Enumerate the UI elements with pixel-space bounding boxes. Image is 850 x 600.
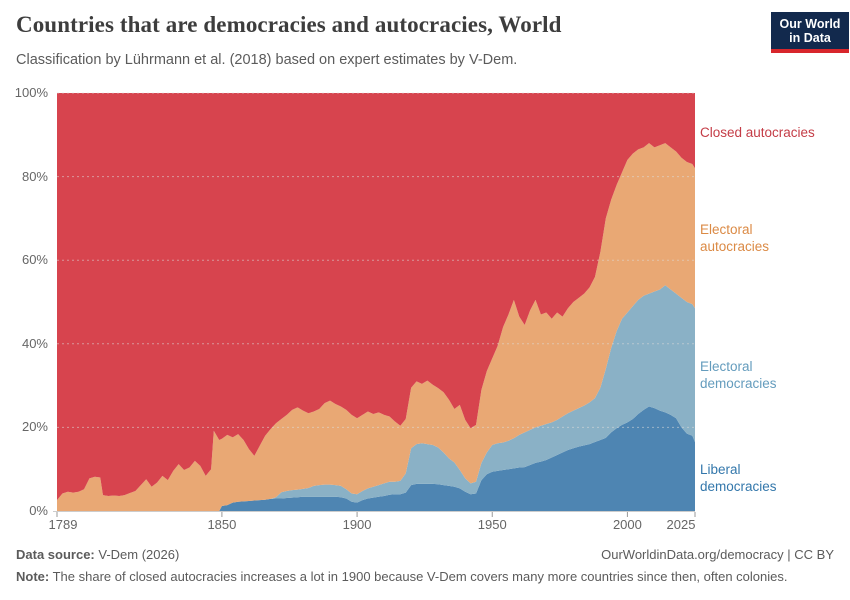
legend-electoral-democracies[interactable]: Electoral democracies (700, 359, 777, 391)
legend-liberal-democracies[interactable]: Liberal democracies (700, 462, 777, 494)
x-tick-label-2000: 2000 (612, 517, 642, 532)
y-tick-label-0: 0% (29, 503, 48, 518)
y-tick-label-80: 80% (21, 168, 48, 184)
page-title: Countries that are democracies and autoc… (16, 12, 562, 37)
data-source-value: V-Dem (2026) (94, 547, 180, 562)
owid-logo[interactable]: Our World in Data (771, 12, 849, 53)
chart-subtitle: Classification by Lührmann et al. (2018)… (16, 52, 518, 68)
footer-link[interactable]: OurWorldinData.org/democracy | CC BY (601, 547, 834, 562)
area-closed-autocracies (57, 93, 695, 501)
data-source-label: Data source: (16, 547, 95, 562)
footer-note: Note: The share of closed autocracies in… (16, 569, 834, 584)
area-electoral-democracies (57, 285, 695, 511)
x-tick-label-1900: 1900 (342, 517, 372, 532)
y-tick-label-20: 20% (21, 419, 48, 435)
area-electoral-autocracies (57, 143, 695, 511)
x-tick-label-1789: 1789 (48, 517, 78, 532)
y-tick-label-40: 40% (21, 335, 48, 351)
area-liberal-democracies (57, 406, 695, 511)
y-tick-label-100: 100% (14, 85, 48, 100)
footer-sources: OurWorldinData.org/democracy | CC BY Dat… (16, 547, 834, 562)
x-tick-label-1950: 1950 (477, 517, 507, 532)
legend-closed-autocracies[interactable]: Closed autocracies (700, 125, 815, 140)
x-tick-label-2025: 2025 (666, 517, 696, 532)
x-tick-label-1850: 1850 (207, 517, 237, 532)
note-label: Note: (16, 569, 50, 584)
legend-electoral-autocracies[interactable]: Electoral autocracies (700, 222, 770, 254)
y-tick-label-60: 60% (21, 252, 48, 268)
note-value: The share of closed autocracies increase… (49, 569, 788, 584)
